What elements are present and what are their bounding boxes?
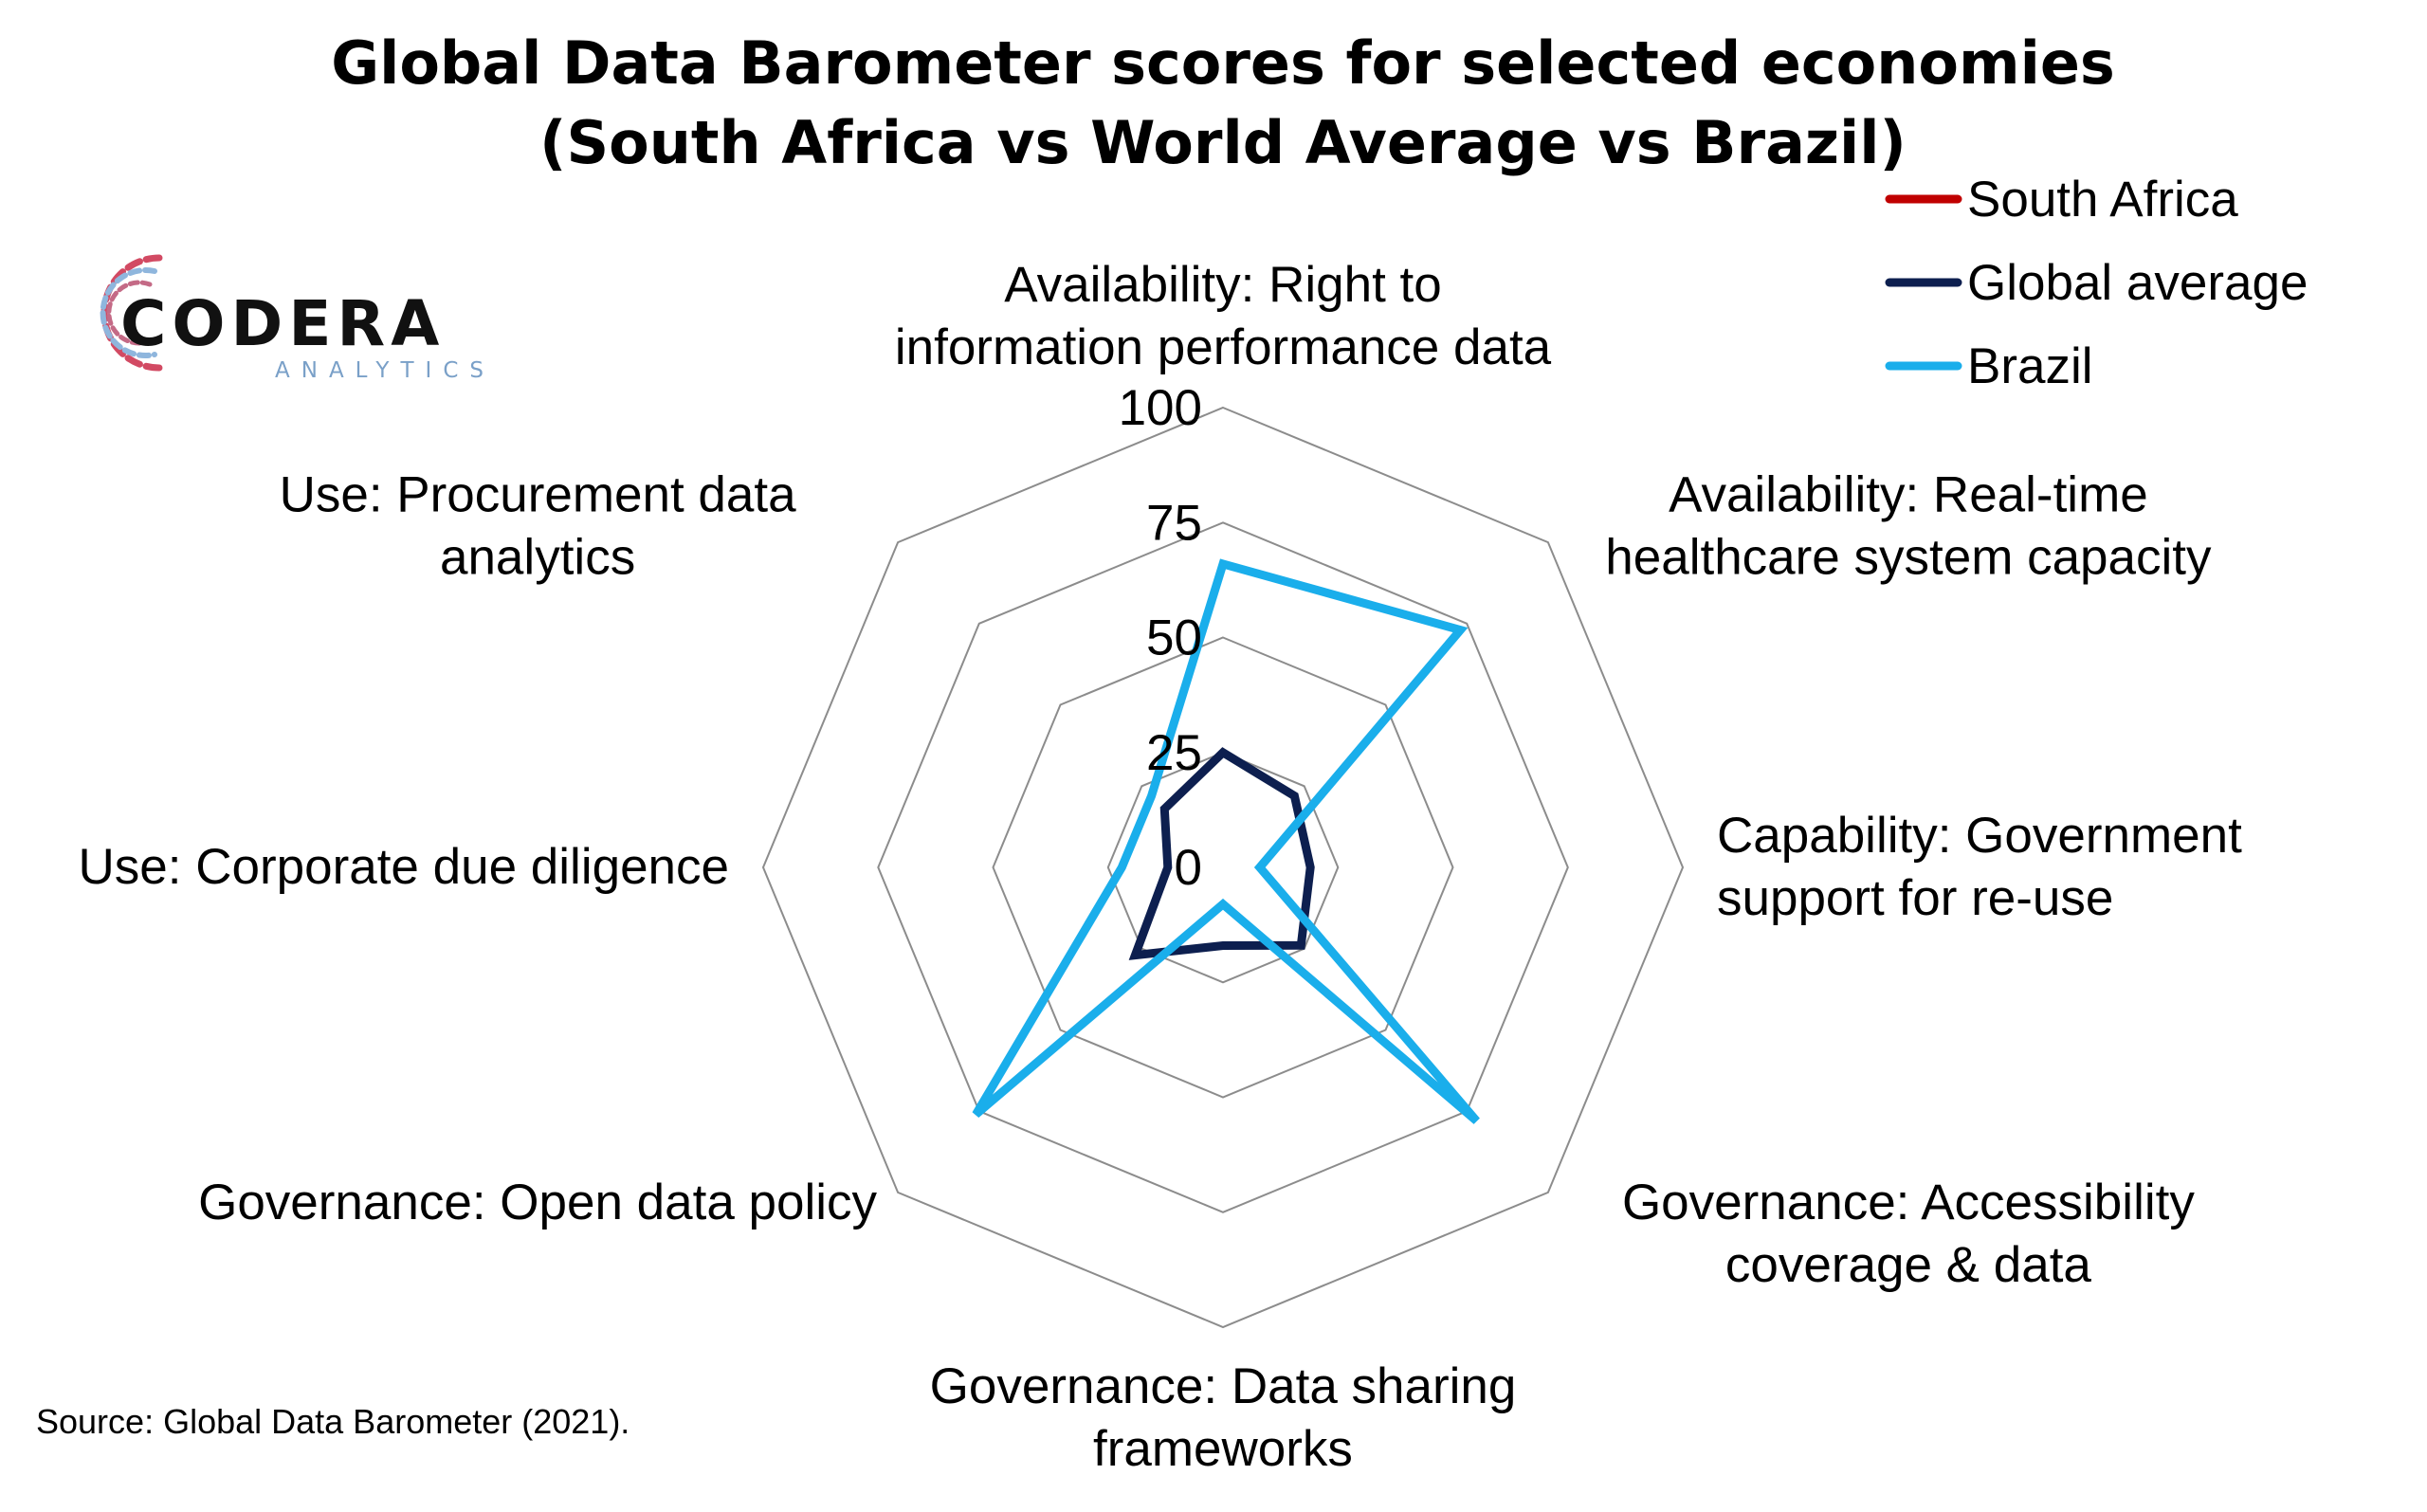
axis-label-7-line-1: analytics <box>440 530 635 586</box>
tick-labels: 0 25 50 75 100 <box>1119 380 1202 896</box>
axis-label-5-line-0: Governance: Open data policy <box>198 1175 877 1230</box>
series-layer <box>972 558 1480 1124</box>
grid-ring-25 <box>1106 751 1340 984</box>
tick-label-100: 100 <box>1119 380 1202 436</box>
series-line-brazil <box>972 558 1480 1124</box>
legend-label-brazil: Brazil <box>1967 338 2093 394</box>
grid-ring-100 <box>761 406 1685 1329</box>
axis-label-3-line-0: Governance: Accessibility <box>1622 1175 2195 1230</box>
axis-label-0-line-1: information performance data <box>895 319 1552 375</box>
axis-label-2-line-0: Capability: Government <box>1717 808 2242 864</box>
axis-label-7-line-0: Use: Procurement data <box>280 467 797 523</box>
chart-title-line-2: (South Africa vs World Average vs Brazil… <box>539 108 1907 177</box>
legend-label-south-africa: South Africa <box>1967 172 2238 228</box>
legend: South Africa Global average Brazil <box>1885 172 2308 394</box>
axis-label-2-line-1: support for re-use <box>1717 870 2113 926</box>
codera-logo: CODERA ANALYTICS <box>100 254 495 383</box>
source-note: Source: Global Data Barometer (2021). <box>36 1402 630 1441</box>
tick-label-25: 25 <box>1146 725 1202 781</box>
legend-label-global-average: Global average <box>1967 255 2308 311</box>
tick-label-75: 75 <box>1146 495 1202 551</box>
axis-label-0-line-0: Availability: Right to <box>1004 257 1442 313</box>
chart-title-line-1: Global Data Barometer scores for selecte… <box>331 28 2115 98</box>
radar-grid <box>761 406 1685 1329</box>
grid-ring-75 <box>877 521 1569 1213</box>
axis-label-4-line-1: frameworks <box>1093 1421 1353 1477</box>
tick-label-50: 50 <box>1146 610 1202 666</box>
logo-name: CODERA <box>120 287 445 360</box>
grid-ring-50 <box>992 636 1454 1099</box>
axis-label-1-line-0: Availability: Real-time <box>1669 467 2148 523</box>
logo-mark-icon <box>100 254 163 372</box>
axis-label-3-line-1: coverage & data <box>1725 1237 2092 1293</box>
axis-label-6-line-0: Use: Corporate due diligence <box>79 839 729 895</box>
axis-labels: Availability: Right to information perfor… <box>79 257 2243 1477</box>
axis-label-1-line-1: healthcare system capacity <box>1605 530 2212 586</box>
axis-label-4-line-0: Governance: Data sharing <box>930 1358 1517 1414</box>
tick-label-0: 0 <box>1175 840 1202 896</box>
logo-subtitle: ANALYTICS <box>275 358 495 383</box>
series-line-global-average <box>1128 747 1315 960</box>
